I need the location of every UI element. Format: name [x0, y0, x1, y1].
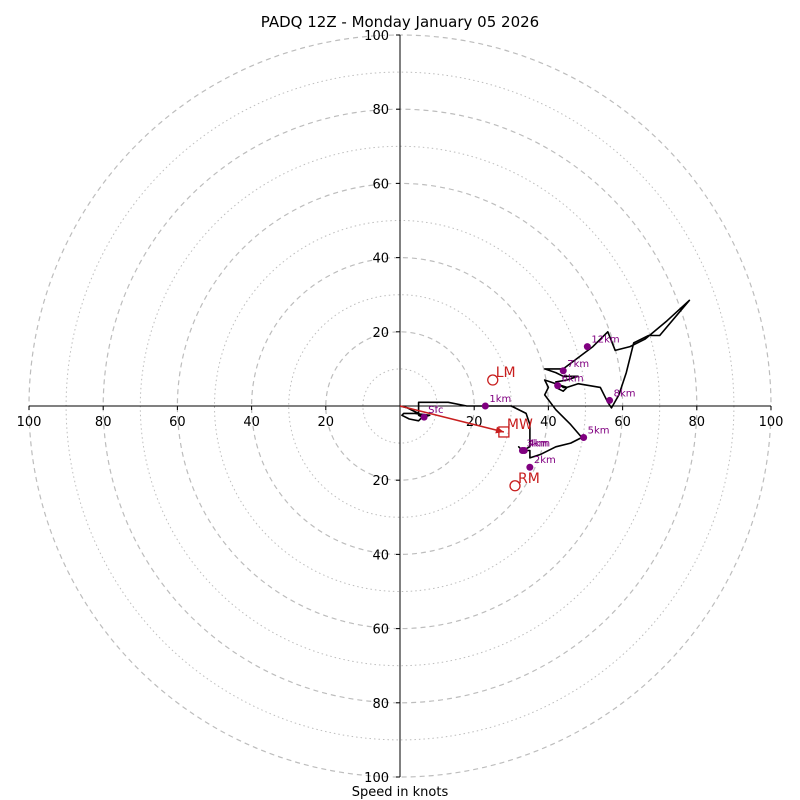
height-marker-label: Sfc — [428, 405, 443, 416]
x-tick-label: 80 — [689, 415, 706, 430]
height-marker-2km: 2km — [526, 455, 556, 471]
height-marker-dot — [526, 463, 534, 471]
storm-motion-mw: MW — [498, 417, 533, 438]
shear-vector-layer — [399, 405, 505, 434]
height-marker-label: 2km — [534, 455, 556, 466]
y-tick-label: 80 — [372, 103, 389, 118]
wind-trace-layer — [399, 299, 691, 459]
y-tick-label: 80 — [372, 697, 389, 712]
storm-motion-marker — [487, 374, 499, 386]
storm-motion-rm: RM — [509, 471, 540, 492]
y-tick-label: 40 — [372, 548, 389, 563]
storm-motion-marker — [498, 426, 510, 438]
x-tick-label: 80 — [95, 415, 112, 430]
y-tick-label: 20 — [372, 326, 389, 341]
height-marker-5km: 5km — [580, 426, 610, 442]
height-marker-label: 6km — [562, 374, 584, 385]
height-marker-1km: 1km — [481, 394, 511, 410]
height-marker-dot — [583, 343, 591, 351]
y-tick-label: 100 — [364, 29, 389, 44]
height-marker-dot — [520, 447, 528, 455]
x-tick-label: 100 — [17, 415, 42, 430]
y-tick-label: 60 — [372, 623, 389, 638]
height-marker-label: 7km — [567, 359, 589, 370]
axis-tick-labels: 100 80 60 40 20 20 40 60 80 100100806040202040608… — [17, 29, 784, 786]
shear-vector-line — [399, 405, 505, 433]
storm-motion-label: LM — [496, 365, 516, 381]
height-marker-12km: 12km — [583, 335, 620, 351]
x-axis-label: Speed in knots — [352, 785, 449, 800]
height-marker-dot — [559, 367, 567, 375]
x-tick-label: 20 — [318, 415, 335, 430]
wind-trace-line — [399, 299, 691, 459]
y-tick-label: 20 — [372, 474, 389, 489]
height-marker-4km: 4km — [520, 439, 550, 455]
height-marker-label: 4km — [528, 439, 550, 450]
x-tick-label: 40 — [540, 415, 557, 430]
height-marker-6km: 6km — [554, 374, 584, 390]
storm-motion-layer: LM RM MW — [487, 365, 540, 492]
storm-motion-marker — [509, 480, 521, 492]
x-tick-label: 40 — [243, 415, 260, 430]
height-marker-label: 12km — [591, 335, 619, 346]
height-marker-8km: 8km — [606, 388, 636, 404]
x-tick-label: 60 — [169, 415, 186, 430]
x-tick-label: 100 — [759, 415, 784, 430]
storm-motion-lm: LM — [487, 365, 516, 386]
height-marker-label: 1km — [489, 394, 511, 405]
height-marker-label: 5km — [588, 426, 610, 437]
height-marker-label: 8km — [614, 388, 636, 399]
y-tick-label: 100 — [364, 771, 389, 786]
height-marker-dot — [580, 434, 588, 442]
shear-vector-arrowhead — [495, 426, 504, 434]
chart-title: PADQ 12Z - Monday January 05 2026 — [261, 13, 539, 31]
height-marker-dot — [606, 396, 614, 404]
storm-motion-label: MW — [507, 417, 533, 433]
height-marker-dot — [554, 382, 562, 390]
x-tick-label: 60 — [614, 415, 631, 430]
height-marker-dot — [481, 402, 489, 410]
y-tick-label: 60 — [372, 177, 389, 192]
height-marker-label: 3km — [526, 439, 548, 450]
height-marker-7km: 7km — [559, 359, 589, 375]
height-marker-sfc: Sfc — [420, 405, 443, 421]
storm-motion-label: RM — [518, 471, 540, 487]
y-tick-label: 40 — [372, 252, 389, 267]
height-marker-dot — [420, 413, 428, 421]
